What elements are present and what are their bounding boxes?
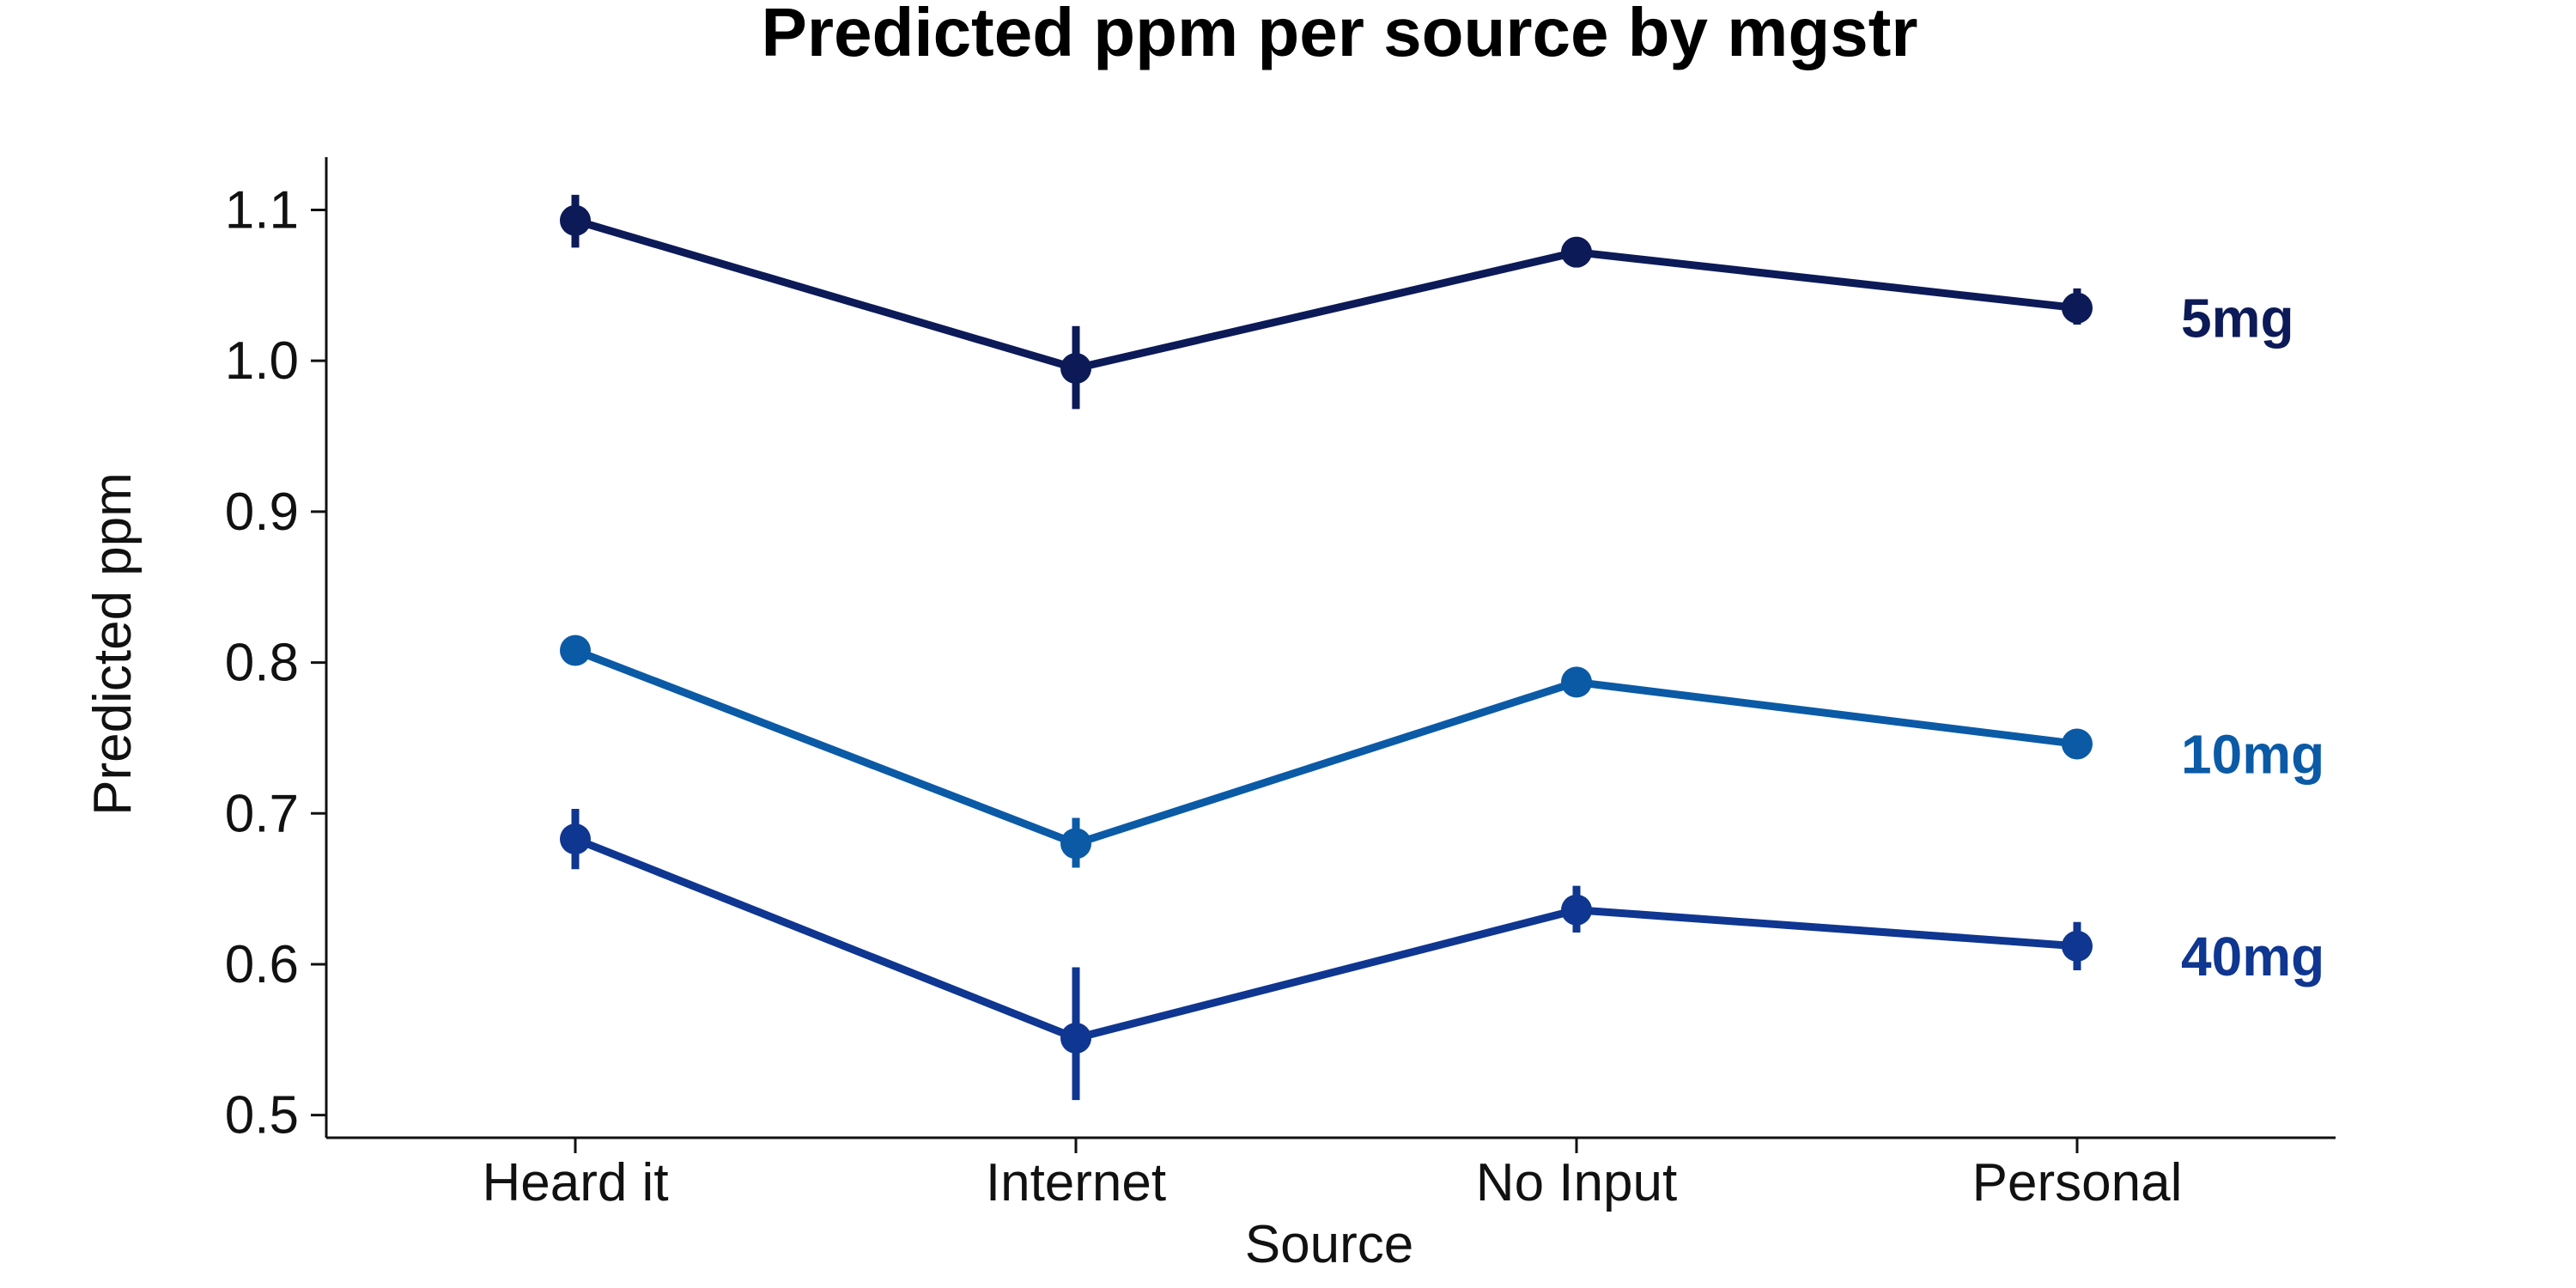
- series-layer: 5mg 10mg 40mg: [560, 194, 2324, 1101]
- y-tick-label: 1.0: [225, 331, 299, 391]
- data-point: [2062, 728, 2093, 760]
- y-tick-label: 0.6: [225, 935, 299, 994]
- y-tick-label: 1.1: [225, 180, 299, 240]
- data-point: [560, 823, 591, 855]
- x-tick-label: Internet: [986, 1153, 1166, 1212]
- x-tick-label: Heard it: [482, 1153, 668, 1212]
- x-tick-label: Personal: [1972, 1153, 2183, 1212]
- series-label: 5mg: [2181, 288, 2294, 349]
- y-tick-label: 0.5: [225, 1086, 299, 1145]
- axes: [325, 157, 2336, 1139]
- chart-title: Predicted ppm per source by mgstr: [761, 0, 1917, 70]
- data-point: [2062, 930, 2093, 962]
- data-point: [1060, 1023, 1091, 1054]
- series-label: 40mg: [2181, 926, 2324, 987]
- x-axis-label: Source: [1245, 1215, 1413, 1274]
- data-point: [2062, 292, 2093, 324]
- series-line: [571, 835, 2081, 1042]
- data-point: [1561, 666, 1592, 698]
- y-tick-label: 0.8: [225, 634, 299, 693]
- data-point: [1561, 236, 1592, 268]
- series-label: 10mg: [2181, 723, 2324, 785]
- series-line: [571, 216, 2081, 373]
- y-tick-label: 0.7: [225, 784, 299, 843]
- data-point: [1060, 352, 1091, 384]
- series-5mg: 5mg: [560, 194, 2294, 410]
- x-tick-label: No Input: [1476, 1153, 1677, 1212]
- series-40mg: 40mg: [560, 808, 2324, 1101]
- y-axis-label: Predicted ppm: [83, 472, 143, 816]
- series-10mg: 10mg: [560, 635, 2324, 868]
- y-ticks: 0.5 0.6 0.7 0.8 0.9 1.0 1.1: [225, 180, 326, 1145]
- data-point: [560, 204, 591, 236]
- data-point: [560, 635, 591, 666]
- series-line: [571, 647, 2081, 848]
- data-point: [1561, 894, 1592, 926]
- y-tick-label: 0.9: [225, 483, 299, 542]
- x-ticks: Heard it Internet No Input Personal: [482, 1138, 2182, 1212]
- data-point: [1060, 828, 1091, 860]
